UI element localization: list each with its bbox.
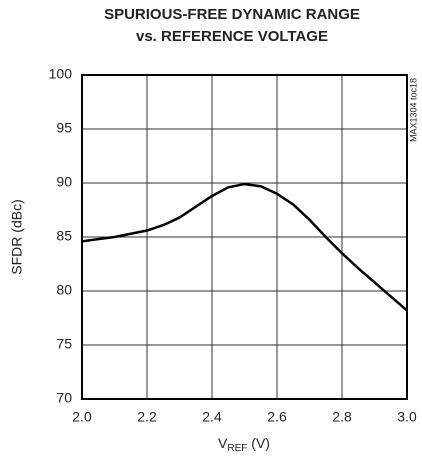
x-tick-label: 2.6 [267,409,287,425]
y-tick-label: 75 [56,336,72,352]
x-label-unit: (V) [247,435,270,451]
y-tick-label: 95 [56,120,72,136]
annotation: MAX1304 toc18 [408,78,418,142]
x-tick-label: 2.4 [202,409,222,425]
y-axis-label: SFDR (dBc) [9,199,25,274]
x-label-main: V [218,435,228,451]
x-axis-label: VREF (V) [218,435,270,454]
x-tick-label: 2.0 [72,409,92,425]
y-tick-label: 90 [56,174,72,190]
x-tick-label: 3.0 [397,409,417,425]
x-tick-label: 2.8 [332,409,352,425]
data-line [81,182,408,312]
plot-frame [81,74,408,400]
chart-subtitle: vs. REFERENCE VOLTAGE [136,28,328,45]
y-tick-label: 80 [56,282,72,298]
x-label-subscript: REF [227,443,247,454]
chart-title: SPURIOUS-FREE DYNAMIC RANGE [104,6,360,23]
x-tick-label: 2.2 [137,409,157,425]
y-tick-label: 70 [56,390,72,406]
y-tick-label: 100 [49,66,73,82]
y-tick-label: 85 [56,228,72,244]
